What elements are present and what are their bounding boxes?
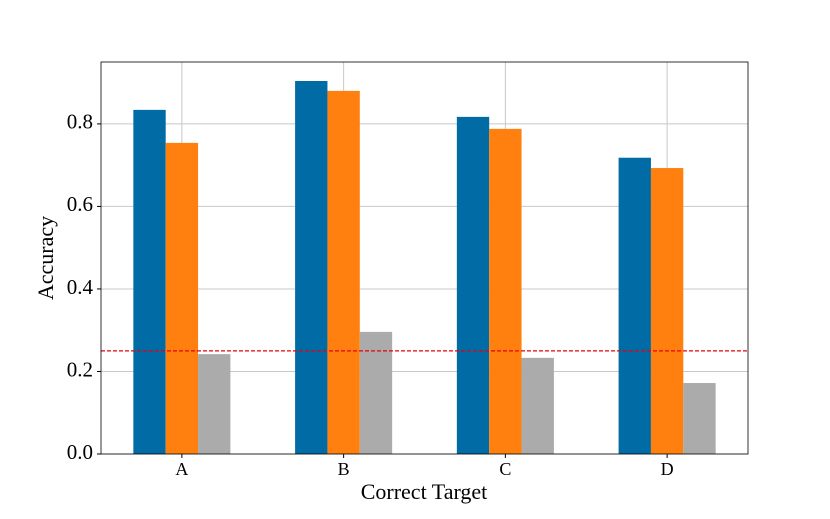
x-tick-label: B	[338, 459, 350, 479]
bar	[650, 168, 684, 454]
bar	[359, 331, 393, 454]
plot-frame	[100, 61, 749, 455]
y-tick-label: 0.8	[67, 110, 93, 134]
x-axis-label: Correct Target	[361, 479, 488, 504]
bar	[683, 383, 716, 454]
y-tick-label: 0.4	[67, 275, 94, 299]
x-tick-label: C	[499, 459, 511, 479]
y-tick-label: 0.2	[67, 357, 93, 381]
y-tick-label: 0.6	[67, 192, 93, 216]
y-axis-label: Accuracy	[33, 216, 58, 300]
bar	[327, 90, 360, 454]
bar	[295, 80, 328, 455]
bar	[489, 128, 522, 454]
bar	[618, 157, 651, 454]
bar	[456, 116, 490, 454]
bar	[165, 142, 199, 454]
bar	[198, 354, 231, 454]
bar	[133, 109, 166, 454]
x-tick-label: A	[175, 459, 188, 479]
y-tick-label: 0.0	[67, 440, 93, 464]
x-tick-label: D	[661, 459, 674, 479]
bar	[521, 357, 554, 454]
